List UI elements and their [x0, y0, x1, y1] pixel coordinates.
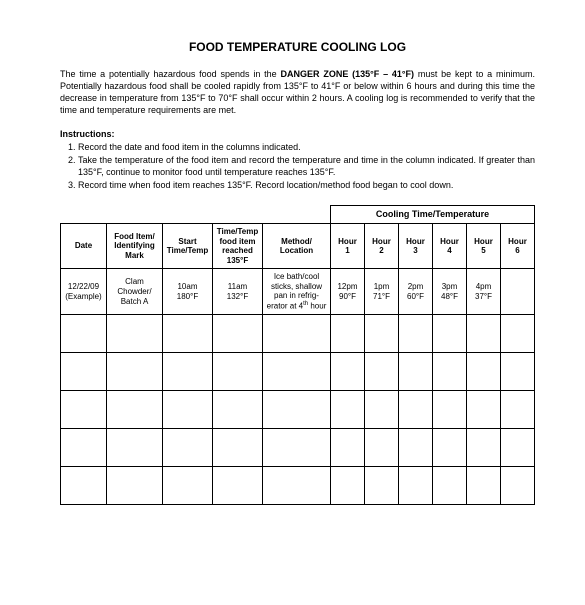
- group-header: Cooling Time/Temperature: [331, 206, 535, 224]
- cell-date: 12/22/09(Example): [61, 269, 107, 315]
- cell-hour3: 2pm60°F: [399, 269, 433, 315]
- instructions-heading: Instructions:: [60, 129, 535, 139]
- cell-method: Ice bath/cool sticks, shallow pan in ref…: [263, 269, 331, 315]
- col-header-hour1: Hour1: [331, 223, 365, 268]
- instruction-item: Take the temperature of the food item an…: [78, 154, 535, 178]
- cell-hour2: 1pm71°F: [365, 269, 399, 315]
- intro-paragraph: The time a potentially hazardous food sp…: [60, 68, 535, 117]
- table-header-row: Date Food Item/IdentifyingMark StartTime…: [61, 223, 535, 268]
- page-title: FOOD TEMPERATURE COOLING LOG: [60, 40, 535, 54]
- instruction-item: Record the date and food item in the col…: [78, 141, 535, 153]
- method-line: hour: [308, 302, 326, 311]
- intro-text-a: The time a potentially hazardous food sp…: [60, 69, 281, 79]
- cell-food: ClamChowder/Batch A: [107, 269, 163, 315]
- method-line: pan in refrig-: [274, 291, 319, 300]
- col-header-food: Food Item/IdentifyingMark: [107, 223, 163, 268]
- col-header-reach: Time/Tempfood itemreached135°F: [213, 223, 263, 268]
- table-row: [61, 315, 535, 353]
- blank-cell: [61, 206, 107, 224]
- col-header-date: Date: [61, 223, 107, 268]
- col-header-hour6: Hour6: [501, 223, 535, 268]
- cell-start: 10am180°F: [163, 269, 213, 315]
- blank-cell: [263, 206, 331, 224]
- cell-hour1: 12pm90°F: [331, 269, 365, 315]
- blank-cell: [107, 206, 163, 224]
- col-header-hour3: Hour3: [399, 223, 433, 268]
- col-header-start: StartTime/Temp: [163, 223, 213, 268]
- table-row: [61, 429, 535, 467]
- cell-hour4: 3pm48°F: [433, 269, 467, 315]
- blank-cell: [213, 206, 263, 224]
- col-header-hour5: Hour5: [467, 223, 501, 268]
- table-row: [61, 353, 535, 391]
- cell-hour5: 4pm37°F: [467, 269, 501, 315]
- method-line: Ice bath/cool: [274, 272, 319, 281]
- table-row: [61, 391, 535, 429]
- table-group-row: Cooling Time/Temperature: [61, 206, 535, 224]
- col-header-hour2: Hour2: [365, 223, 399, 268]
- cell-hour6: [501, 269, 535, 315]
- col-header-method: Method/Location: [263, 223, 331, 268]
- table-row: 12/22/09(Example) ClamChowder/Batch A 10…: [61, 269, 535, 315]
- danger-zone-text: DANGER ZONE (135°F – 41°F): [281, 69, 415, 79]
- instruction-item: Record time when food item reaches 135°F…: [78, 179, 535, 191]
- table-row: [61, 467, 535, 505]
- method-line: sticks, shallow: [271, 282, 322, 291]
- method-line: erator at 4: [267, 302, 303, 311]
- blank-cell: [163, 206, 213, 224]
- cooling-log-table: Cooling Time/Temperature Date Food Item/…: [60, 205, 535, 505]
- cell-reach: 11am132°F: [213, 269, 263, 315]
- instructions-list: Record the date and food item in the col…: [60, 141, 535, 192]
- col-header-hour4: Hour4: [433, 223, 467, 268]
- page: FOOD TEMPERATURE COOLING LOG The time a …: [0, 0, 585, 525]
